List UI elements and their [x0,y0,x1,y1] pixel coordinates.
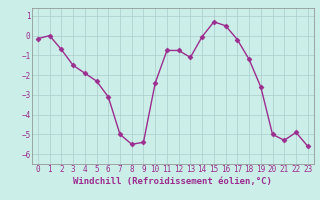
X-axis label: Windchill (Refroidissement éolien,°C): Windchill (Refroidissement éolien,°C) [73,177,272,186]
